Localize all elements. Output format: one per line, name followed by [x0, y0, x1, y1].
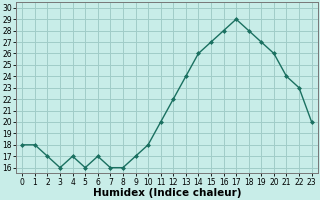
X-axis label: Humidex (Indice chaleur): Humidex (Indice chaleur)	[93, 188, 241, 198]
